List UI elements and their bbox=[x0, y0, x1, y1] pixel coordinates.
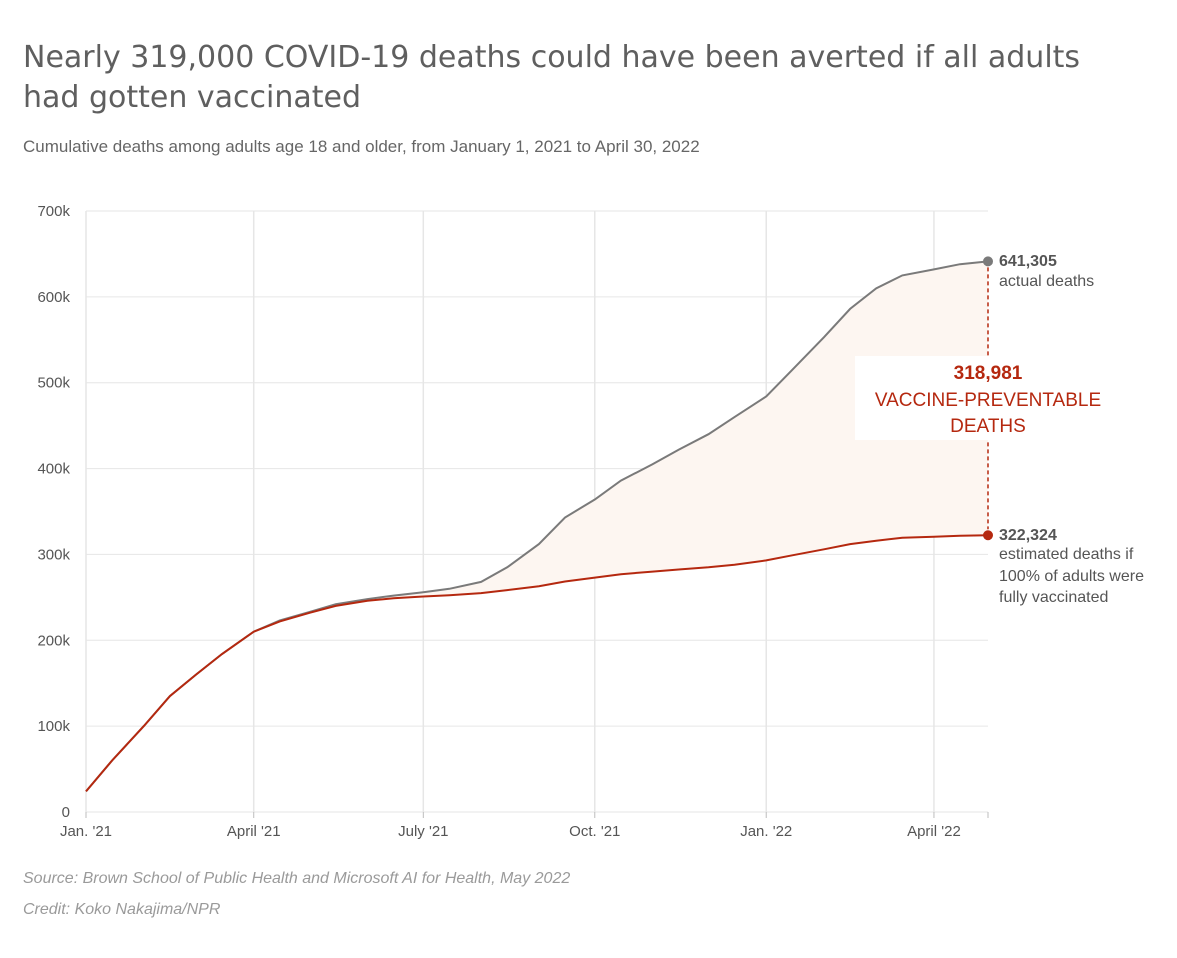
credit-note: Credit: Koko Nakajima/NPR bbox=[23, 901, 221, 918]
x-tick-label: April '21 bbox=[227, 823, 281, 840]
vaccinated-deaths-endpoint bbox=[983, 530, 993, 541]
tick-label-layer: 0 100k 200k 300k 400k 500k 600k 700k Jan. '21 Apr… bbox=[37, 203, 960, 840]
y-tick-label: 200k bbox=[37, 632, 70, 649]
preventable-deaths-label-line-2: DEATHS bbox=[950, 416, 1026, 437]
x-tick-label: July '21 bbox=[398, 823, 448, 840]
y-tick-label: 500k bbox=[37, 375, 70, 392]
actual-deaths-annotation: 641,305 actual deaths bbox=[999, 253, 1094, 290]
vaccinated-deaths-label-line-1: estimated deaths if bbox=[999, 546, 1134, 563]
preventable-deaths-annotation: 318,981 VACCINE-PREVENTABLE DEATHS bbox=[855, 356, 1125, 440]
y-tick-label: 300k bbox=[37, 546, 70, 563]
line-chart: 0 100k 200k 300k 400k 500k 600k 700k Jan. '21 Apr… bbox=[37, 203, 1144, 840]
preventable-deaths-label-line-1: VACCINE-PREVENTABLE bbox=[875, 390, 1101, 411]
vaccinated-deaths-value: 322,324 bbox=[999, 527, 1057, 544]
y-tick-label: 100k bbox=[37, 718, 70, 735]
x-tick-label: Jan. '22 bbox=[740, 823, 792, 840]
preventable-deaths-value: 318,981 bbox=[954, 363, 1023, 384]
preventable-deaths-area bbox=[86, 261, 988, 792]
chart-title: Nearly 319,000 COVID-19 deaths could hav… bbox=[23, 40, 1081, 115]
x-tick-label: Oct. '21 bbox=[569, 823, 620, 840]
annotation-backdrop bbox=[855, 356, 1125, 440]
vaccinated-deaths-label-line-3: fully vaccinated bbox=[999, 589, 1108, 606]
actual-deaths-endpoint bbox=[983, 256, 993, 267]
chart-subtitle: Cumulative deaths among adults age 18 an… bbox=[23, 137, 700, 156]
y-tick-label: 600k bbox=[37, 289, 70, 306]
actual-deaths-value: 641,305 bbox=[999, 253, 1057, 270]
y-tick-label: 700k bbox=[37, 203, 70, 220]
x-tick-label: April '22 bbox=[907, 823, 961, 840]
y-tick-label: 400k bbox=[37, 461, 70, 478]
vaccinated-deaths-annotation: 322,324 estimated deaths if 100% of adul… bbox=[999, 527, 1144, 606]
actual-deaths-label: actual deaths bbox=[999, 273, 1094, 290]
x-tick-label: Jan. '21 bbox=[60, 823, 112, 840]
y-tick-label: 0 bbox=[62, 804, 70, 821]
source-note: Source: Brown School of Public Health an… bbox=[23, 870, 571, 887]
vaccinated-deaths-label-line-2: 100% of adults were bbox=[999, 568, 1144, 585]
vaccinated-deaths-line bbox=[85, 534, 989, 793]
